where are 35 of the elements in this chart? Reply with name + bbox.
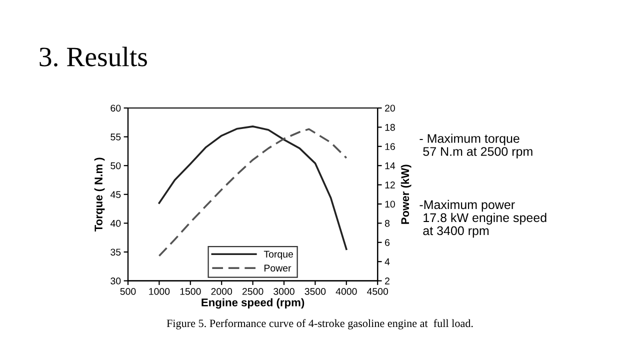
x-tick-label: 3500 (304, 288, 326, 295)
y2-tick-label: 6 (385, 239, 390, 246)
y-tick-label: 55 (110, 134, 121, 140)
x-tick-label: 2500 (242, 288, 264, 295)
text: -Maximum power 17.8 kW engine speed at 3400 rpm (420, 200, 546, 238)
x-tick-label: 4000 (336, 288, 357, 295)
y-tick-label: 50 (110, 162, 121, 170)
y-tick-label: 45 (110, 191, 121, 198)
y2-tick-label: 14 (385, 162, 396, 170)
y2-tick-label: 12 (385, 182, 395, 188)
y-tick-label: 60 (110, 104, 121, 112)
x-tick-label: 2000 (211, 288, 232, 295)
x-tick-label: 1000 (149, 288, 170, 295)
x-axis-title: Engine speed (rpm) (202, 298, 304, 309)
x-tick-label: 4500 (367, 288, 388, 295)
y2-tick-label: 2 (385, 278, 390, 284)
x-tick-label: 3000 (274, 288, 294, 295)
y2-tick-label: 8 (384, 220, 390, 227)
y2-tick-label: 10 (385, 200, 395, 208)
caption: Figure 5. Performance curve of 4-stroke gasoline engine at full load. (166, 319, 473, 330)
y-axis-title: Torque ( N.m ) (94, 158, 105, 232)
y-tick-label: 30 (110, 278, 121, 284)
x-tick-label: 500 (120, 288, 136, 295)
text: - Maximum torque 57 N.m at 2500 rpm (420, 134, 532, 158)
y2-tick-label: 18 (385, 124, 395, 131)
y-tick-label: 35 (110, 248, 121, 256)
y2-tick-label: 4 (384, 258, 390, 266)
y2-tick-label: 20 (385, 104, 395, 112)
y2-axis-title: Power (kW) (400, 164, 412, 224)
y2-tick-label: 16 (385, 143, 395, 150)
chart-title: 3. Results (40, 46, 147, 66)
legend-label: Power (264, 264, 292, 272)
legend-label: Torque (264, 250, 293, 260)
x-tick-label: 1500 (180, 288, 201, 295)
y-tick-label: 40 (110, 220, 121, 227)
